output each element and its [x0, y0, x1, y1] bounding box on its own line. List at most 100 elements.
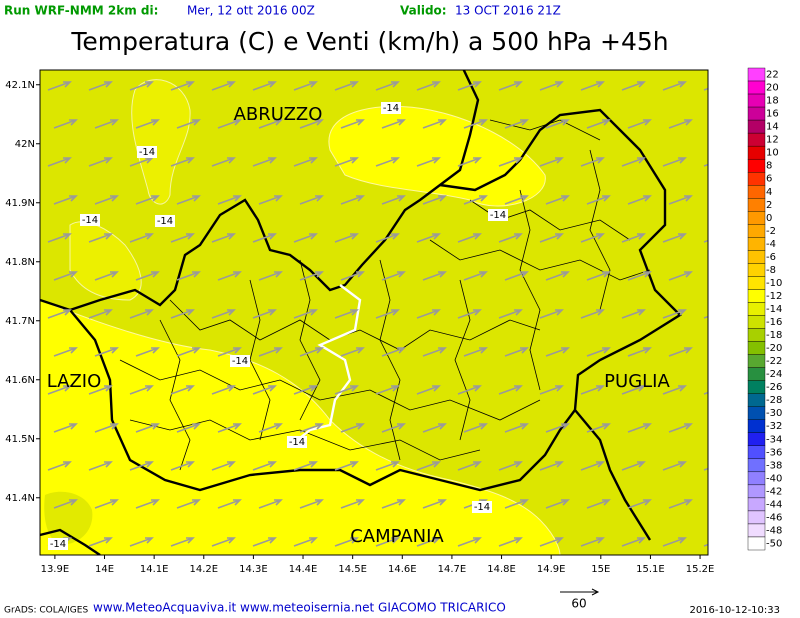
x-tick-label: 14.2E [189, 564, 218, 575]
wind-arrow [422, 195, 447, 205]
colorbar-box [747, 393, 766, 407]
colorbar-box [747, 211, 766, 225]
site-credit: www.MeteoAcquaviva.it www.meteoisernia.n… [93, 601, 506, 615]
wind-arrow [545, 347, 570, 357]
colorbar-box [747, 523, 766, 538]
wind-arrow [217, 119, 242, 129]
wind-arrow [504, 423, 529, 433]
wind-arrow [422, 119, 447, 129]
wind-arrow [710, 500, 732, 508]
wind-arrow [539, 461, 564, 471]
colorbar-label: -24 [766, 369, 782, 380]
wind-arrow [580, 309, 605, 319]
wind-arrow [381, 423, 406, 433]
wind-arrow [375, 157, 400, 167]
wind-arrow [580, 81, 605, 91]
colorbar-label: 12 [766, 135, 779, 146]
colorbar-box [747, 419, 766, 433]
wind-arrow [293, 233, 318, 243]
contour-label-bg [80, 214, 100, 226]
wind-arrow [668, 423, 693, 433]
colorbar-box [747, 354, 766, 368]
wind-arrow [88, 309, 113, 319]
colorbar-box [747, 341, 766, 355]
colorbar-box [747, 484, 766, 499]
wind-arrow [710, 120, 732, 128]
colorbar-box [747, 510, 766, 525]
x-tick-label: 14.5E [338, 564, 367, 575]
wind-arrow [258, 347, 283, 357]
wind-arrow [211, 461, 236, 471]
wind-arrow [545, 271, 570, 281]
wind-arrow [135, 271, 160, 281]
colorbar-label: -10 [766, 278, 782, 289]
colorbar-label: -30 [766, 408, 782, 419]
wind-arrow [416, 461, 441, 471]
wind-arrow [94, 423, 119, 433]
wind-arrow [293, 385, 318, 395]
wind-arrow [334, 233, 359, 243]
wind-arrow [463, 195, 488, 205]
wind-arrow [252, 309, 277, 319]
colorbar-box [747, 276, 766, 290]
contour-label: -14 [289, 437, 305, 448]
wind-arrow [621, 461, 646, 471]
colorbar-box [747, 315, 766, 329]
colorbar-box [747, 106, 766, 121]
colorbar-box [747, 289, 766, 303]
wind-arrow [334, 537, 359, 547]
contour-label: -14 [157, 216, 173, 227]
wind-arrow [375, 461, 400, 471]
colorbar-label: 4 [766, 187, 772, 198]
wind-arrow [545, 119, 570, 129]
wind-arrow [88, 233, 113, 243]
wind-arrow [53, 271, 78, 281]
x-tick-label: 14.6E [388, 564, 417, 575]
wind-arrow [504, 119, 529, 129]
wind-arrow [135, 423, 160, 433]
wind-arrow [334, 157, 359, 167]
wind-arrow [539, 385, 564, 395]
wind-arrow [621, 233, 646, 243]
wind-arrow [545, 195, 570, 205]
wind-arrow [129, 81, 154, 91]
wind-arrow [621, 385, 646, 395]
colorbar-label: -34 [766, 434, 782, 445]
colorbar-box [747, 302, 766, 316]
wind-arrow [662, 309, 687, 319]
wind-arrow [627, 271, 652, 281]
contour-label-bg [287, 436, 307, 448]
wind-arrow [668, 271, 693, 281]
wind-arrow [88, 537, 113, 547]
colorbar-box [747, 158, 766, 173]
wind-arrow [504, 271, 529, 281]
wind-arrow [47, 233, 72, 243]
wind-arrow [258, 271, 283, 281]
x-tick-label: 14.7E [438, 564, 467, 575]
wind-arrow [340, 499, 365, 509]
wind-arrow [375, 309, 400, 319]
wind-arrow [422, 499, 447, 509]
colorbar-label: -6 [766, 252, 776, 263]
contour-label: -14 [474, 502, 490, 513]
wind-arrow [176, 347, 201, 357]
colorbar-label: 6 [766, 174, 772, 185]
colorbar-box [747, 198, 766, 212]
wind-arrow [668, 119, 693, 129]
wind-arrow [53, 347, 78, 357]
wind-arrow [668, 195, 693, 205]
wind-arrow [422, 423, 447, 433]
wind-arrow [258, 499, 283, 509]
wind-arrow [53, 195, 78, 205]
wind-arrow [662, 81, 687, 91]
contour-label-bg [381, 102, 401, 114]
colorbar-box [747, 406, 766, 420]
colorbar-label: 2 [766, 200, 772, 211]
wind-arrow [135, 499, 160, 509]
wind-arrow [586, 347, 611, 357]
wind-arrow [463, 119, 488, 129]
wind-arrow [299, 271, 324, 281]
wind-arrow [53, 423, 78, 433]
colorbar-label: -26 [766, 382, 782, 393]
